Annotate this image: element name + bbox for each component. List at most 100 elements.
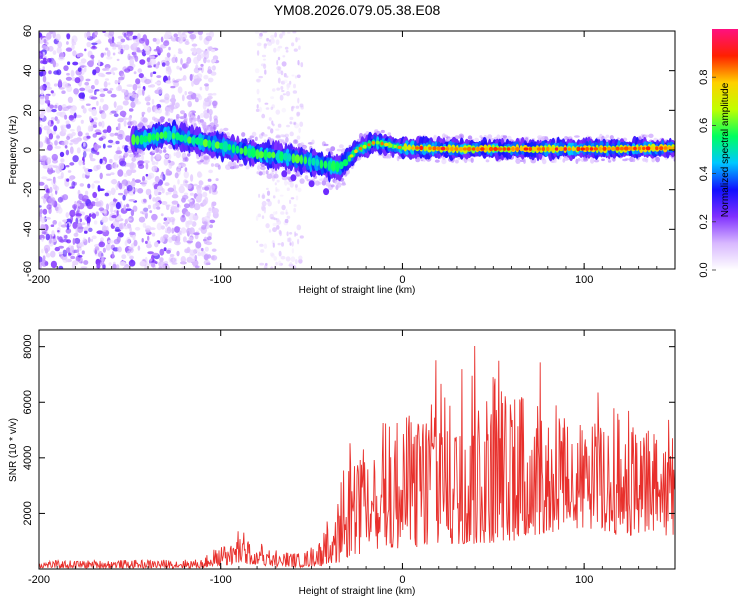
spectrogram-noise-blob <box>81 198 88 202</box>
spectrogram-ridge-peak <box>440 146 446 151</box>
spectrogram-noise-blob <box>265 223 270 229</box>
spectrogram-noise-blob <box>205 35 212 42</box>
spectrogram-ridge-blob <box>239 147 244 155</box>
spectrogram-noise-blob <box>168 46 171 51</box>
spectrogram-noise-blob <box>266 190 271 196</box>
spectrogram-noise-blob <box>288 237 292 243</box>
spectrogram-noise-blob <box>156 206 161 210</box>
spectrogram-noise-blob <box>134 179 141 184</box>
spectrogram-noise-blob <box>118 76 125 81</box>
spectrogram-noise-blob <box>68 114 75 121</box>
spectrogram-halo-blob <box>165 154 169 158</box>
spectrogram-ridge-peak <box>650 146 655 151</box>
spectrogram-noise-blob <box>80 261 83 264</box>
spectrogram-noise-blob <box>284 179 288 186</box>
spectrogram-noise-blob <box>183 203 190 209</box>
spectrogram-halo-blob <box>138 122 144 128</box>
spectrogram-noise-blob <box>124 135 132 142</box>
spectrogram-noise-blob <box>256 50 260 56</box>
spectrogram-noise-blob <box>284 218 289 224</box>
spectrogram-noise-blob <box>138 38 145 44</box>
spectrogram-noise-blob <box>270 266 274 269</box>
spectrogram-noise-blob <box>264 102 269 105</box>
spectrogram-noise-blob <box>58 251 64 255</box>
spectrogram-x-tick-label: 0 <box>399 274 405 286</box>
spectrogram-noise-blob <box>148 85 152 88</box>
spectrogram-noise-blob <box>184 180 189 184</box>
spectrogram-noise-blob <box>69 175 74 182</box>
spectrogram-halo-blob <box>140 151 145 156</box>
spectrogram-noise-blob <box>165 204 171 207</box>
spectrogram-noise-blob <box>96 164 101 170</box>
spectrogram-noise-blob <box>178 36 184 44</box>
spectrogram-noise-blob <box>132 43 139 47</box>
spectrogram-noise-blob <box>175 102 180 108</box>
spectrogram-noise-blob <box>62 219 68 223</box>
spectrogram-noise-blob <box>278 66 282 71</box>
snr-y-ticks: 2000 4000 6000 8000 <box>22 334 675 526</box>
spectrogram-noise-blob <box>256 88 260 95</box>
spectrogram-halo-blob <box>582 157 589 162</box>
spectrogram-ridge-blob <box>167 130 172 141</box>
spectrogram-noise-blob <box>92 69 97 76</box>
spectrogram-noise-blob <box>39 124 43 128</box>
spectrogram-noise-blob <box>285 209 288 215</box>
spectrogram-noise-blob <box>198 67 203 71</box>
spectrogram-noise-blob <box>163 158 169 166</box>
spectrogram-noise-blob <box>99 98 104 103</box>
spectrogram-noise-blob <box>64 145 68 149</box>
spectrogram-noise-blob <box>296 74 301 79</box>
spectrogram-noise-blob <box>66 223 70 230</box>
spectrogram-noise-blob <box>91 235 97 240</box>
spectrogram-noise-blob <box>86 135 91 139</box>
spectrogram-noise-blob <box>262 170 266 176</box>
spectrogram-noise-blob <box>142 88 145 96</box>
spectrogram-noise-blob <box>57 41 63 49</box>
spectrogram-halo-blob <box>541 158 547 165</box>
spectrogram-ridge-peak <box>497 147 503 151</box>
spectrogram-noise-blob <box>40 160 48 166</box>
snr-y-tick-label: 6000 <box>22 390 34 414</box>
spectrogram-noise-blob <box>87 125 92 132</box>
spectrogram-noise-blob <box>63 140 69 146</box>
colorbar-tick-label: 0.2 <box>698 214 710 229</box>
spectrogram-noise-blob <box>39 256 43 263</box>
spectrogram-noise-blob <box>152 252 159 256</box>
spectrogram-noise-blob <box>298 255 303 261</box>
spectrogram-halo-blob <box>135 154 142 158</box>
spectrogram-noise-blob <box>207 77 214 83</box>
spectrogram-halo-blob <box>223 127 229 131</box>
spectrogram-noise-blob <box>154 175 160 183</box>
spectrogram-ridge-peak <box>462 147 467 151</box>
spectrogram-noise-blob <box>45 233 50 241</box>
spectrogram-noise-blob <box>258 35 263 39</box>
spectrogram-noise-blob <box>258 193 261 198</box>
spectrogram-noise-blob <box>39 208 43 214</box>
spectrogram-noise-blob <box>279 33 283 39</box>
spectrogram-noise-blob <box>62 81 68 89</box>
spectrogram-noise-blob <box>297 97 300 104</box>
spectrogram-noise-blob <box>42 208 48 215</box>
spectrogram-halo-blob <box>251 131 257 137</box>
spectrogram-halo-blob <box>306 179 311 182</box>
spectrogram-noise-blob <box>188 236 194 242</box>
spectrogram-noise-blob <box>110 187 116 196</box>
spectrogram-noise-blob <box>135 78 141 85</box>
spectrogram-noise-blob <box>210 71 217 76</box>
spectrogram-ridge-peak <box>432 146 437 151</box>
spectrogram-noise-blob <box>147 172 155 179</box>
spectrogram-noise-blob <box>94 246 100 251</box>
spectrogram-noise-blob <box>143 160 150 164</box>
spectrogram-noise-blob <box>117 123 121 131</box>
spectrogram-noise-blob <box>96 100 99 106</box>
spectrogram-noise-blob <box>141 111 146 115</box>
spectrogram-noise-blob <box>128 246 132 250</box>
spectrogram-noise-blob <box>118 223 123 230</box>
spectrogram-noise-blob <box>142 175 146 182</box>
spectrogram-ridge-peak <box>502 147 507 151</box>
spectrogram-noise-blob <box>202 199 207 206</box>
spectrogram-noise-blob <box>206 59 211 63</box>
spectrogram-halo-blob <box>330 184 335 188</box>
spectrogram-noise-blob <box>47 166 54 175</box>
snr-x-tick-label: 100 <box>575 574 593 586</box>
